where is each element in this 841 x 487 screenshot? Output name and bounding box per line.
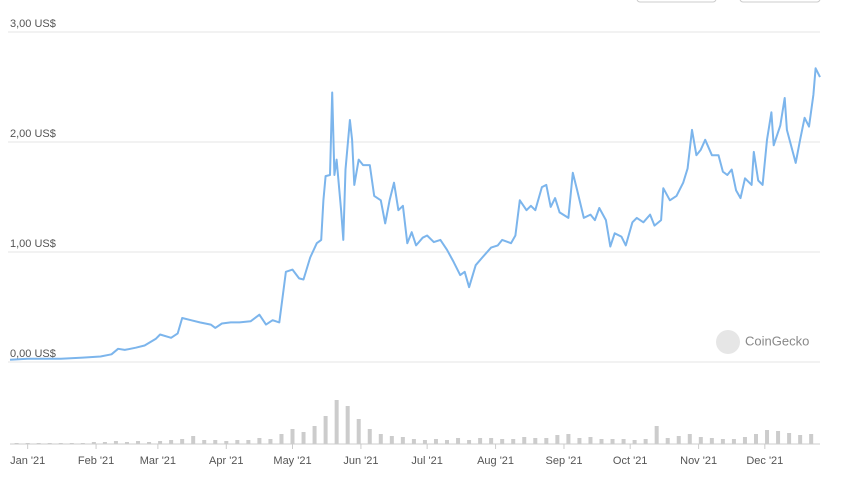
volume-bar: [158, 441, 163, 444]
x-tick-label: Apr '21: [209, 455, 244, 467]
volume-bar: [731, 439, 736, 444]
volume-bar: [422, 440, 427, 444]
volume-bar: [489, 438, 494, 444]
volume-bar: [753, 434, 758, 444]
volume-bar: [124, 442, 129, 444]
range-button[interactable]: [636, 0, 717, 3]
x-tick-label: Jul '21: [411, 455, 442, 467]
watermark: CoinGecko: [745, 333, 809, 348]
volume-bar: [445, 440, 450, 444]
y-tick-label: 2,00 US$: [10, 128, 56, 140]
volume-bar: [224, 441, 229, 444]
volume-bar: [698, 437, 703, 444]
range-button[interactable]: [739, 0, 821, 3]
volume-bar: [312, 426, 317, 444]
volume-bar: [213, 440, 218, 444]
volume-bar: [180, 439, 185, 444]
volume-bar: [522, 437, 527, 444]
x-tick-label: Dec '21: [746, 455, 783, 467]
volume-bar: [687, 434, 692, 444]
volume-bar: [467, 440, 472, 444]
volume-bar: [301, 432, 306, 444]
y-tick-label: 1,00 US$: [10, 238, 56, 250]
volume-bar: [720, 439, 725, 444]
x-tick-label: Jan '21: [10, 455, 45, 467]
volume-bar: [323, 416, 328, 444]
volume-bar: [378, 434, 383, 444]
volume-bar: [334, 400, 339, 444]
volume-bar: [599, 439, 604, 444]
volume-bar: [588, 437, 593, 444]
volume-bar: [268, 439, 273, 444]
volume-bar: [136, 441, 141, 444]
volume-bar: [676, 436, 681, 444]
x-tick-label: May '21: [273, 455, 311, 467]
volume-bar: [577, 438, 582, 444]
volume-bar: [555, 435, 560, 444]
x-tick-label: Sep '21: [545, 455, 582, 467]
volume-bar: [113, 441, 118, 444]
volume-bar: [400, 437, 405, 444]
volume-bar: [91, 442, 96, 444]
volume-bar: [742, 437, 747, 444]
volume-bar: [500, 439, 505, 444]
volume-bar: [610, 439, 615, 444]
volume-bar: [654, 426, 659, 444]
x-tick-label: Nov '21: [680, 455, 717, 467]
volume-bar: [478, 438, 483, 444]
volume-bar: [191, 436, 196, 444]
volume-bar: [643, 439, 648, 444]
price-line: [9, 67, 821, 361]
volume-bar: [621, 439, 626, 444]
volume-bar: [169, 440, 174, 444]
volume-bar: [511, 439, 516, 444]
volume-bar: [345, 406, 350, 444]
volume-bar: [798, 435, 803, 444]
x-tick-label: Feb '21: [78, 455, 114, 467]
volume-bar: [246, 440, 251, 444]
x-tick-label: Oct '21: [613, 455, 648, 467]
volume-bar: [235, 440, 240, 444]
volume-bar: [533, 438, 538, 444]
volume-bar: [776, 431, 781, 444]
volume-bar: [367, 429, 372, 444]
volume-bar: [433, 439, 438, 444]
volume-bar: [566, 434, 571, 444]
volume-bar: [665, 438, 670, 444]
volume-bar: [456, 438, 461, 444]
volume-bar: [389, 436, 394, 444]
volume-bar: [809, 434, 814, 444]
y-tick-label: 0,00 US$: [10, 348, 56, 360]
volume-bar: [765, 430, 770, 444]
volume-bar: [102, 442, 107, 444]
watermark-logo: [716, 330, 740, 354]
volume-bar: [411, 439, 416, 444]
volume-bar: [290, 429, 295, 444]
volume-bar: [632, 440, 637, 444]
volume-bar: [147, 442, 152, 444]
x-tick-label: Mar '21: [140, 455, 176, 467]
volume-bar: [257, 438, 262, 444]
volume-bar: [279, 434, 284, 444]
y-tick-label: 3,00 US$: [10, 18, 56, 30]
volume-bar: [709, 438, 714, 444]
x-tick-label: Aug '21: [477, 455, 514, 467]
volume-bar: [202, 440, 207, 444]
volume-bar: [356, 419, 361, 444]
volume-bar: [544, 438, 549, 444]
x-tick-label: Jun '21: [343, 455, 378, 467]
volume-bar: [787, 433, 792, 444]
